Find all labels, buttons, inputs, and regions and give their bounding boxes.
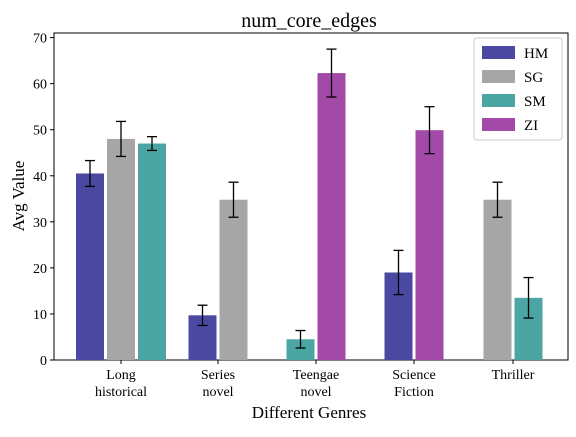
x-tick-label: Science [392,368,436,383]
y-tick-label: 40 [33,170,47,185]
legend: HM SG SM ZI [473,37,563,141]
bar-zi [415,130,444,360]
chart-title: num_core_edges [241,10,377,32]
legend-swatch-sm [482,94,515,107]
plot-area: 0 10 20 30 40 50 60 70 Long historical Series novel… [33,32,569,400]
bar-zi [317,73,346,360]
y-tick-label: 50 [33,124,47,139]
bar-sg [219,199,248,360]
y-tick-label: 70 [33,32,47,47]
bar-sm [138,143,166,360]
x-tick-label: historical [95,385,147,400]
x-tick-label: Long [106,368,136,383]
x-tick-label: Series [201,368,235,383]
x-tick-label: novel [202,385,233,400]
y-tick-label: 20 [33,262,47,277]
legend-label-sm: SM [524,94,546,110]
legend-label-sg: SG [524,70,543,86]
bar-sm [286,339,315,360]
legend-label-zi: ZI [524,118,538,134]
y-tick-label: 10 [33,308,47,323]
x-tick-label: Teengae [293,368,339,383]
legend-label-hm: HM [524,46,548,62]
legend-swatch-sg [482,70,515,83]
legend-frame [473,37,563,141]
y-tick-label: 60 [33,78,47,93]
bar-sg [107,138,135,360]
x-tick-label: novel [300,385,331,400]
x-axis-label: Different Genres [252,403,366,422]
y-axis-label: Avg Value [9,161,28,232]
legend-swatch-zi [482,118,515,131]
y-tick-label: 0 [40,354,47,369]
y-tick-label: 30 [33,216,47,231]
bar-hm [76,173,104,360]
x-tick-label: Fiction [394,385,434,400]
legend-swatch-hm [482,46,515,59]
x-tick-label: Thriller [492,368,535,383]
bar-sg [483,199,512,360]
